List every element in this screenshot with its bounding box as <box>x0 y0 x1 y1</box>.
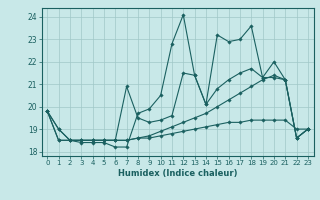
X-axis label: Humidex (Indice chaleur): Humidex (Indice chaleur) <box>118 169 237 178</box>
